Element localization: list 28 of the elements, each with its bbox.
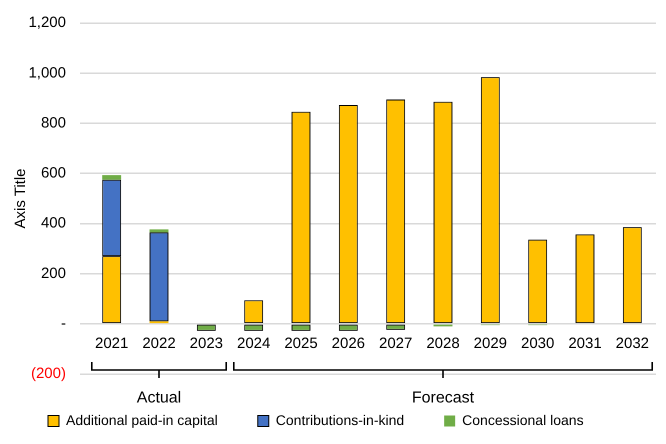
legend-label: Contributions-in-kind — [276, 412, 404, 428]
y-tick-label: 1,200 — [28, 14, 66, 32]
legend-label: Additional paid-in capital — [66, 412, 218, 428]
x-tick-label: 2030 — [520, 335, 554, 352]
x-tick-label: 2027 — [378, 335, 412, 352]
text: Forecast — [412, 389, 475, 406]
legend-label: Concessional loans — [462, 412, 584, 428]
y-tick-label: 600 — [40, 164, 66, 182]
x-tick-label: 2029 — [474, 335, 508, 352]
y-tick-label: 200 — [40, 264, 66, 282]
y-axis-title: Axis Title — [12, 168, 30, 229]
x-tick-label: 2024 — [236, 335, 270, 352]
y-tick-label: 800 — [40, 114, 66, 132]
y-tick-label: 400 — [40, 214, 66, 232]
x-tick-label: 2026 — [332, 335, 366, 352]
bar — [102, 175, 122, 180]
y-tick-label: (200) — [30, 365, 66, 382]
x-tick-label: 2028 — [426, 335, 460, 352]
text: Actual — [136, 389, 182, 406]
x-tick-label: 2032 — [616, 335, 650, 352]
y-tick-label: 1,000 — [28, 64, 66, 82]
bar — [150, 229, 168, 232]
x-tick-label: 2025 — [284, 335, 318, 352]
x-tick-label: 2022 — [142, 335, 176, 352]
x-tick-label: 2021 — [94, 335, 128, 352]
x-tick-label: 2023 — [190, 335, 224, 352]
x-tick-label: 2031 — [568, 335, 602, 352]
y-tick-label: - — [61, 315, 66, 332]
